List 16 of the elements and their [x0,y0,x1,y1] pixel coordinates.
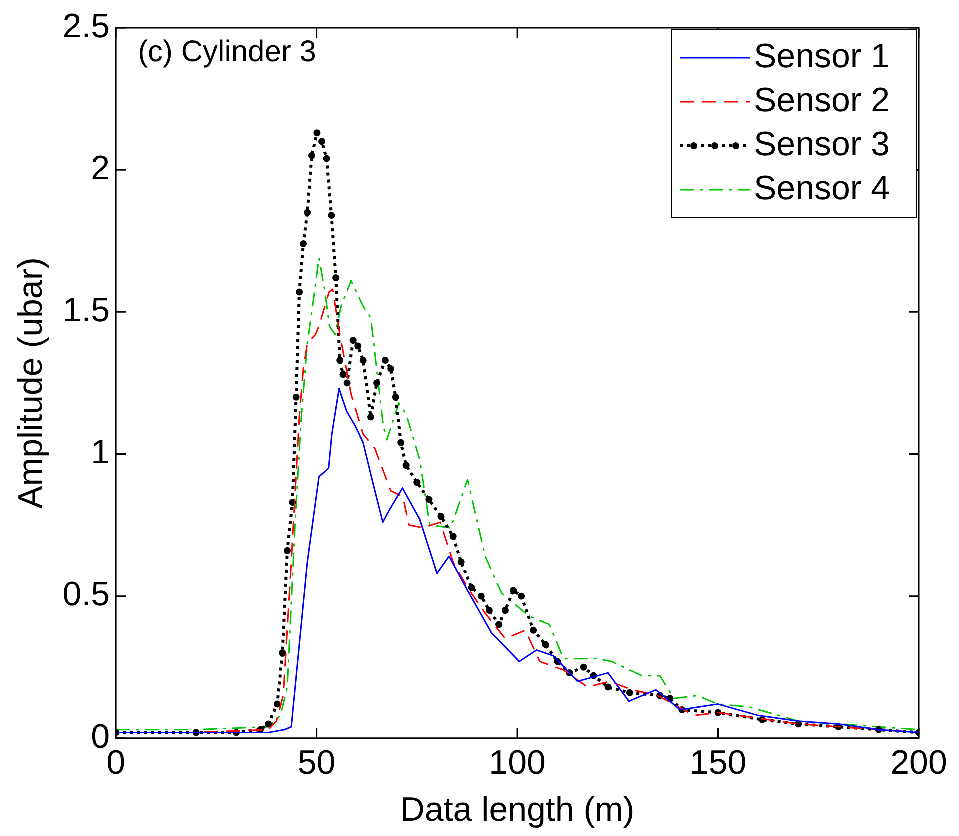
x-tick-label: 200 [890,744,948,782]
legend-label: Sensor 4 [754,169,890,208]
y-tick-label: 2 [91,149,110,188]
y-axis-title: Amplitude (ubar) [12,258,50,509]
y-tick-label: 1.5 [62,292,110,330]
x-tick-label: 150 [690,744,747,782]
legend-label: Sensor 2 [754,81,890,120]
y-tick-label: 2.5 [62,7,110,46]
legend-label: Sensor 1 [754,37,890,76]
legend-label: Sensor 3 [754,125,890,164]
annotation: (c) Cylinder 3 [138,35,316,68]
x-tick-label: 100 [489,744,546,782]
x-axis-title: Data length (m) [400,790,635,829]
y-tick-label: 0.5 [62,576,110,614]
y-tick-label: 1 [91,434,110,472]
x-tick-label: 50 [298,744,336,782]
